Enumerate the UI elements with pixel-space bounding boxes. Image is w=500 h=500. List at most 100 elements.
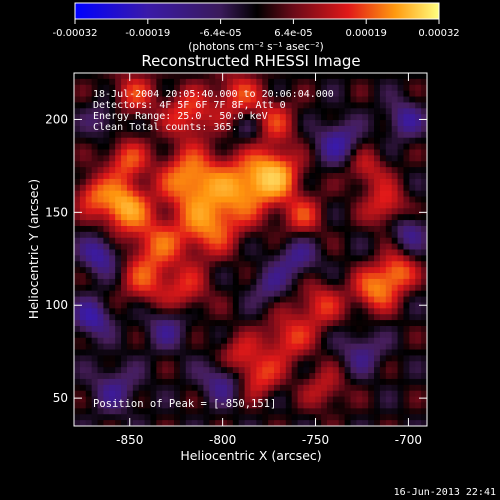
heatmap-cell <box>232 320 240 327</box>
heatmap-cell <box>174 155 181 162</box>
heatmap-cell <box>144 220 151 227</box>
heatmap-cell <box>397 278 404 286</box>
heatmap-cell <box>197 367 204 374</box>
heatmap-cell <box>97 273 104 280</box>
heatmap-cell <box>350 231 357 239</box>
heatmap-cell <box>350 220 357 227</box>
heatmap-cell <box>279 220 287 227</box>
heatmap-cell <box>397 343 404 350</box>
heatmap-cell <box>391 155 398 162</box>
heatmap-cell <box>285 190 293 197</box>
heatmap-cell <box>209 96 216 103</box>
heatmap-cell <box>356 284 363 292</box>
heatmap-cell <box>256 390 263 397</box>
heatmap-cell <box>197 125 204 133</box>
heatmap-cell <box>138 125 145 133</box>
heatmap-cell <box>74 220 81 227</box>
heatmap-cell <box>397 114 404 121</box>
heatmap-cell <box>144 125 151 133</box>
heatmap-cell <box>368 249 375 256</box>
heatmap-cell <box>256 184 263 192</box>
heatmap-cell <box>297 84 304 92</box>
heatmap-cell <box>338 149 346 156</box>
heatmap-cell <box>156 190 163 197</box>
heatmap-cell <box>385 414 393 421</box>
heatmap-cell <box>209 131 216 139</box>
heatmap-cell <box>344 314 351 321</box>
heatmap-cell <box>279 137 287 144</box>
heatmap-cell <box>179 149 187 156</box>
heatmap-cell <box>415 314 422 321</box>
heatmap-cell <box>291 261 298 268</box>
heatmap-cell <box>309 378 316 386</box>
heatmap-cell <box>138 178 145 186</box>
heatmap-cell <box>391 161 398 168</box>
heatmap-cell <box>274 367 281 374</box>
heatmap-cell <box>126 308 134 315</box>
heatmap-cell <box>250 108 257 115</box>
heatmap-cell <box>274 308 281 315</box>
heatmap-cell <box>179 331 187 339</box>
heatmap-cell <box>238 184 246 192</box>
heatmap-cell <box>121 290 128 297</box>
heatmap-cell <box>403 78 410 86</box>
heatmap-cell <box>215 343 222 350</box>
heatmap-cell <box>356 214 363 221</box>
heatmap-cell <box>309 78 316 86</box>
heatmap-cell <box>168 84 175 92</box>
heatmap-cell <box>179 202 187 209</box>
heatmap-cell <box>162 114 169 121</box>
heatmap-cell <box>74 225 81 233</box>
heatmap-cell <box>291 337 298 345</box>
heatmap-cell <box>362 384 369 392</box>
heatmap-image <box>74 73 428 427</box>
heatmap-cell <box>144 137 151 144</box>
heatmap-cell <box>97 390 104 397</box>
heatmap-cell <box>421 161 428 168</box>
heatmap-cell <box>397 261 404 268</box>
heatmap-cell <box>238 108 246 115</box>
heatmap-cell <box>391 108 398 115</box>
heatmap-cell <box>244 96 251 103</box>
heatmap-cell <box>274 96 281 103</box>
heatmap-cell <box>185 361 193 368</box>
heatmap-cell <box>297 308 304 315</box>
heatmap-cell <box>232 343 240 350</box>
heatmap-cell <box>174 384 181 392</box>
heatmap-cell <box>191 178 198 186</box>
heatmap-cell <box>74 120 81 127</box>
heatmap-cell <box>268 402 275 409</box>
heatmap-cell <box>168 131 175 139</box>
heatmap-cell <box>74 190 81 197</box>
x-tick-label: -700 <box>395 433 422 447</box>
heatmap-cell <box>126 190 134 197</box>
heatmap-cell <box>285 184 293 192</box>
heatmap-cell <box>209 273 216 280</box>
heatmap-cell <box>274 296 281 303</box>
heatmap-cell <box>297 155 304 162</box>
heatmap-cell <box>268 278 275 286</box>
heatmap-cell <box>409 302 416 309</box>
heatmap-cell <box>291 343 298 350</box>
heatmap-cell <box>232 384 240 392</box>
heatmap-cell <box>126 196 134 203</box>
heatmap-cell <box>109 155 116 162</box>
heatmap-cell <box>279 261 287 268</box>
heatmap-cell <box>91 414 98 421</box>
heatmap-cell <box>191 90 198 97</box>
heatmap-cell <box>297 137 304 144</box>
heatmap-cell <box>362 302 369 309</box>
heatmap-cell <box>415 214 422 221</box>
heatmap-cell <box>368 90 375 97</box>
heatmap-cell <box>132 149 140 156</box>
heatmap-cell <box>262 143 269 150</box>
heatmap-cell <box>174 102 181 109</box>
heatmap-cell <box>256 414 263 421</box>
heatmap-cell <box>97 108 104 115</box>
heatmap-cell <box>238 131 246 139</box>
heatmap-cell <box>356 208 363 215</box>
heatmap-cell <box>174 420 181 427</box>
heatmap-cell <box>303 343 310 350</box>
heatmap-cell <box>315 420 322 427</box>
heatmap-cell <box>326 190 334 197</box>
